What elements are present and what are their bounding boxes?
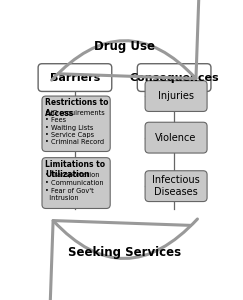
Text: Barriers: Barriers	[50, 73, 100, 82]
Text: Injuries: Injuries	[158, 91, 194, 101]
FancyBboxPatch shape	[42, 158, 110, 208]
Text: • Waiting Lists: • Waiting Lists	[45, 124, 94, 130]
FancyBboxPatch shape	[137, 64, 211, 92]
FancyBboxPatch shape	[42, 96, 110, 152]
Text: • Communication: • Communication	[45, 180, 104, 186]
FancyBboxPatch shape	[38, 64, 112, 92]
FancyBboxPatch shape	[145, 171, 207, 202]
Text: • ID requirements: • ID requirements	[45, 110, 105, 116]
FancyBboxPatch shape	[145, 81, 207, 112]
Text: • Transportation: • Transportation	[45, 172, 100, 178]
Text: • Service Caps: • Service Caps	[45, 132, 94, 138]
Text: Restrictions to
Access: Restrictions to Access	[45, 98, 109, 118]
Text: Drug Use: Drug Use	[94, 40, 155, 53]
FancyBboxPatch shape	[145, 122, 207, 153]
Text: Limitations to
Utilization: Limitations to Utilization	[45, 160, 105, 179]
Text: Seeking Services: Seeking Services	[68, 246, 181, 259]
Text: • Fear of Gov't
  Intrusion: • Fear of Gov't Intrusion	[45, 188, 94, 202]
Text: • Criminal Record: • Criminal Record	[45, 139, 104, 145]
Text: Consequences: Consequences	[129, 73, 219, 82]
Text: Violence: Violence	[155, 133, 197, 142]
Text: • Fees: • Fees	[45, 117, 66, 123]
Text: Infectious
Diseases: Infectious Diseases	[152, 175, 200, 197]
